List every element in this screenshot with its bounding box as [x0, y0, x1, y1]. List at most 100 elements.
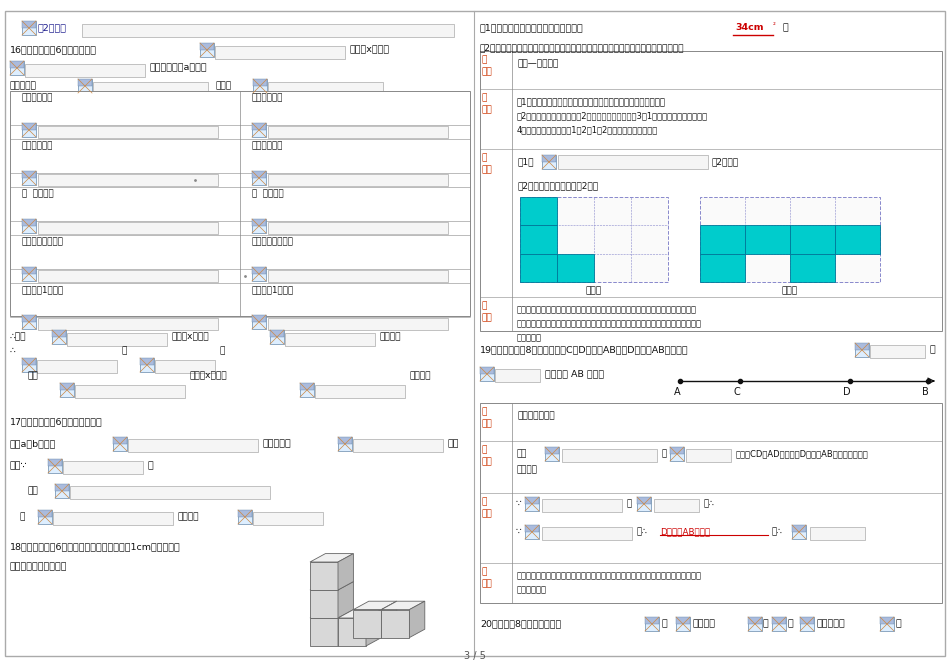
Text: 出答案．: 出答案． — [517, 465, 538, 474]
Text: 评：: 评： — [482, 579, 493, 588]
Text: 分: 分 — [482, 93, 487, 102]
Bar — [520, 254, 557, 282]
Bar — [268, 318, 448, 330]
Bar — [270, 330, 284, 344]
Polygon shape — [338, 554, 353, 590]
Bar — [22, 267, 36, 281]
Text: 即: 即 — [122, 346, 127, 355]
Text: 的解相同，求a的值．: 的解相同，求a的值． — [150, 63, 208, 72]
Text: ，求代数式: ，求代数式 — [263, 439, 292, 448]
Bar — [745, 225, 790, 254]
Bar — [542, 527, 632, 540]
Text: 的解相同: 的解相同 — [380, 332, 402, 341]
Bar — [855, 343, 869, 357]
Bar — [520, 197, 557, 225]
Bar — [545, 447, 559, 454]
Bar — [38, 270, 218, 282]
Bar — [790, 254, 835, 282]
Text: （2）原式: （2）原式 — [38, 23, 67, 32]
Text: 组合成的简单几何体．: 组合成的简单几何体． — [10, 562, 67, 571]
Bar — [38, 174, 218, 186]
Bar — [155, 360, 215, 373]
Text: ，求线段 AB 的长．: ，求线段 AB 的长． — [545, 369, 604, 378]
Bar — [542, 155, 556, 162]
Text: 16．（本题满分6分）已知方程: 16．（本题满分6分）已知方程 — [10, 45, 97, 54]
Text: 4列正方形的个数依次为1，2，1，2，依此画出图形即可．: 4列正方形的个数依次为1，2，1，2，依此画出图形即可． — [517, 125, 658, 134]
Text: ，: ， — [148, 461, 154, 470]
Bar — [25, 64, 145, 77]
Text: 系数化为1，得：: 系数化为1，得： — [252, 285, 294, 294]
Text: 用到的知识点为：计算几何体的表面积应有顺序的分为相对的面进行计算不易出差: 用到的知识点为：计算几何体的表面积应有顺序的分为相对的面进行计算不易出差 — [517, 305, 697, 314]
Bar — [252, 171, 266, 185]
Text: 与关于x的方程: 与关于x的方程 — [172, 332, 210, 341]
Text: 评：: 评： — [482, 313, 493, 322]
Bar — [557, 254, 594, 282]
Polygon shape — [310, 582, 353, 590]
Bar — [200, 43, 214, 57]
Text: 解：解方程: 解：解方程 — [10, 81, 37, 90]
Bar — [48, 459, 62, 466]
Text: 时，原式: 时，原式 — [178, 512, 200, 521]
Text: D: D — [844, 387, 851, 397]
Bar — [63, 461, 143, 474]
Text: ∵: ∵ — [515, 527, 521, 536]
Bar — [52, 330, 66, 344]
Bar — [268, 126, 448, 138]
Text: ，: ， — [627, 499, 633, 508]
Text: 此题考查了两点间的距离公式，主要利用了线段中点的定义，比较简单，准确识图是: 此题考查了两点间的距离公式，主要利用了线段中点的定义，比较简单，准确识图是 — [517, 571, 702, 580]
Text: 析：: 析： — [482, 457, 493, 466]
Bar — [315, 385, 405, 398]
Text: 考: 考 — [482, 55, 487, 64]
Bar — [22, 315, 36, 329]
Bar — [748, 617, 762, 631]
Text: 合并同类项，得：: 合并同类项，得： — [252, 237, 294, 246]
Bar — [525, 497, 539, 504]
Text: 19．（本题满分8分）如图，点C、D在线段AB上，D是线段AB的中点，: 19．（本题满分8分）如图，点C、D在线段AB上，D是线段AB的中点， — [480, 345, 689, 354]
Text: 3 / 5: 3 / 5 — [464, 651, 486, 661]
Bar — [637, 497, 651, 504]
Bar — [253, 512, 323, 525]
Polygon shape — [310, 618, 338, 646]
Text: ，∴: ，∴ — [772, 527, 783, 536]
Bar — [22, 358, 36, 365]
Bar — [525, 525, 539, 532]
Bar — [748, 617, 762, 624]
Bar — [10, 61, 24, 68]
Bar — [252, 315, 266, 322]
Bar — [645, 617, 659, 631]
Bar — [60, 383, 74, 397]
Text: B: B — [922, 387, 928, 397]
Bar — [700, 225, 745, 254]
Bar — [542, 499, 622, 512]
Text: 到的图形．: 到的图形． — [517, 333, 542, 342]
Polygon shape — [381, 601, 397, 637]
Bar — [480, 367, 494, 374]
Text: 点：: 点： — [482, 67, 493, 76]
Bar — [128, 439, 258, 452]
Bar — [22, 171, 36, 185]
Text: 相交于点: 相交于点 — [693, 619, 716, 628]
Bar — [252, 267, 266, 274]
Bar — [238, 510, 252, 517]
Bar — [38, 318, 218, 330]
Bar — [268, 222, 448, 234]
Bar — [670, 447, 684, 454]
Polygon shape — [353, 609, 381, 637]
Text: （2分）；: （2分）； — [712, 157, 739, 166]
Bar — [880, 617, 894, 624]
Text: 是: 是 — [788, 619, 794, 628]
Text: 点: 点 — [482, 567, 487, 576]
Bar — [686, 449, 731, 462]
Text: 已知a、b满足：: 已知a、b满足： — [10, 439, 56, 448]
Bar — [22, 21, 36, 35]
Bar — [55, 484, 69, 491]
Bar — [772, 617, 786, 631]
Bar — [253, 79, 267, 93]
Text: 左视图: 左视图 — [586, 286, 602, 295]
Bar — [480, 403, 942, 603]
Text: 与关于x的方程: 与关于x的方程 — [190, 371, 228, 380]
Bar — [252, 171, 266, 178]
Text: D是线段AB的中点: D是线段AB的中点 — [660, 527, 711, 536]
Bar — [268, 270, 448, 282]
Text: ，∴: ，∴ — [637, 527, 648, 536]
